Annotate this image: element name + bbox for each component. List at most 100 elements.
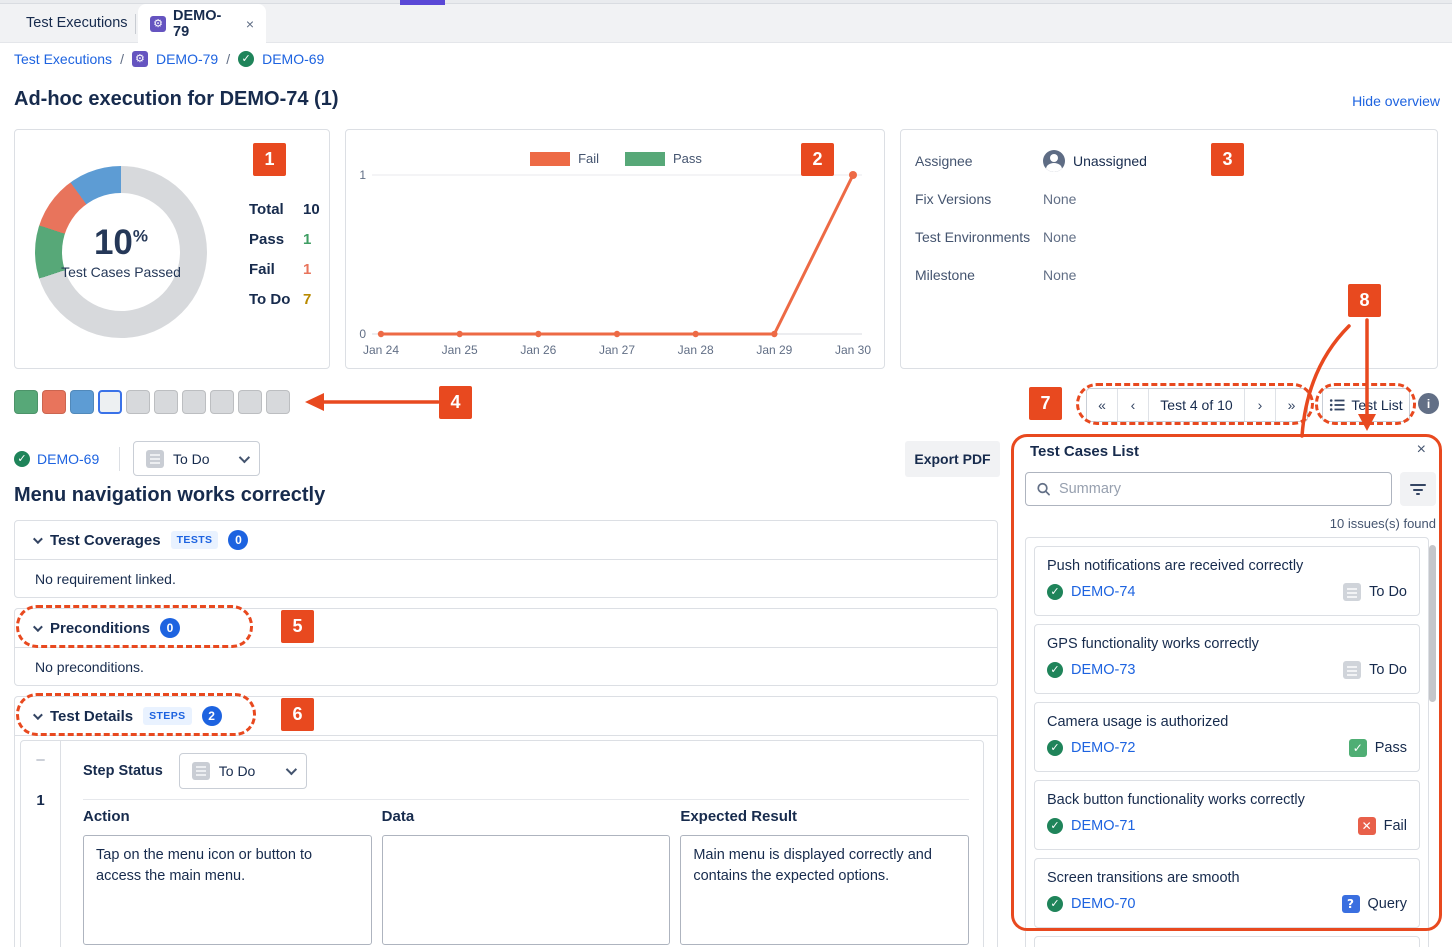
pass-swatch: [625, 151, 666, 166]
progress-square-todo[interactable]: [154, 390, 178, 414]
test-case-title: Menu navigation works smoothly: [1035, 937, 1419, 947]
action-text[interactable]: Tap on the menu icon or button to access…: [83, 835, 372, 945]
execution-key-link[interactable]: DEMO-69: [37, 451, 100, 467]
test-case-item[interactable]: Camera usage is authorized ✓ DEMO-72 ✓ Pass: [1034, 702, 1420, 772]
preconditions-header[interactable]: Preconditions 0: [15, 609, 997, 648]
trend-legend-label: Pass: [673, 151, 702, 166]
data-text[interactable]: [381, 835, 671, 945]
test-list-button[interactable]: Test List: [1322, 388, 1410, 422]
chevron-down-icon: [238, 451, 251, 463]
chevron-down-icon: [32, 709, 43, 720]
test-case-item[interactable]: Menu navigation works smoothly: [1034, 936, 1420, 947]
donut-legend-row: To Do 7: [249, 284, 320, 314]
chevron-down-icon: [32, 621, 43, 632]
test-case-key-link[interactable]: DEMO-73: [1071, 662, 1136, 678]
test-case-key-link[interactable]: DEMO-74: [1071, 584, 1136, 600]
status-label: Query: [1367, 896, 1408, 912]
progress-square-todo[interactable]: [182, 390, 206, 414]
todo-status-icon: [1343, 583, 1362, 601]
todo-status-icon: [191, 762, 210, 780]
next-test-button[interactable]: ›: [1245, 389, 1276, 421]
step-status-value: To Do: [218, 763, 256, 779]
close-icon[interactable]: ×: [1416, 441, 1426, 458]
info-icon[interactable]: i: [1418, 393, 1439, 414]
progress-square-query[interactable]: [70, 390, 94, 414]
details-row: Assignee Unassigned: [915, 142, 1415, 180]
details-value: None: [1043, 191, 1077, 207]
donut-legend: Total 10 Pass 1 Fail 1 To Do 7: [249, 194, 320, 314]
progress-square-todo[interactable]: [98, 390, 122, 414]
step-main: Step Status To Do Action Tap on the menu…: [61, 741, 983, 947]
progress-square-fail[interactable]: [42, 390, 66, 414]
test-case-item[interactable]: Back button functionality works correctl…: [1034, 780, 1420, 850]
scrollbar-thumb[interactable]: [1429, 545, 1436, 702]
progress-square-pass[interactable]: [14, 390, 38, 414]
test-details-header[interactable]: Test Details STEPS 2: [15, 697, 997, 736]
prev-test-button[interactable]: ‹: [1118, 389, 1149, 421]
last-test-button[interactable]: »: [1287, 397, 1296, 413]
execution-status-dropdown[interactable]: To Do: [133, 441, 260, 476]
test-icon: ✓: [1047, 662, 1063, 678]
empty-message: No preconditions.: [35, 659, 144, 675]
test-icon: ✓: [1047, 740, 1063, 756]
details-value: None: [1043, 267, 1077, 283]
hide-overview-link[interactable]: Hide overview: [1352, 93, 1440, 109]
first-test-button[interactable]: «: [1087, 389, 1118, 421]
expected-result-text[interactable]: Main menu is displayed correctly and con…: [680, 835, 969, 945]
step-status-row: Step Status To Do: [83, 751, 969, 791]
test-coverages-header[interactable]: Test Coverages TESTS 0: [15, 521, 997, 560]
count-badge: 2: [201, 706, 222, 726]
test-case-item[interactable]: Push notifications are received correctl…: [1034, 546, 1420, 616]
details-card: Assignee Unassigned Fix Versions None Test E…: [900, 129, 1438, 369]
step-columns: Action Tap on the menu icon or button to…: [83, 808, 969, 945]
legend-value: 7: [303, 290, 312, 308]
status-badge: ✕ Fail: [1357, 817, 1407, 835]
filter-icon: [1410, 484, 1426, 495]
details-row: Milestone None: [915, 256, 1415, 294]
expected-result-header: Expected Result: [680, 808, 798, 825]
test-icon: ✓: [1047, 584, 1063, 600]
breadcrumb-demo-79[interactable]: DEMO-79: [155, 51, 219, 67]
donut-legend-row: Fail 1: [249, 254, 320, 284]
breadcrumb-test-executions[interactable]: Test Executions: [14, 51, 113, 67]
test-case-key-link[interactable]: DEMO-70: [1071, 896, 1136, 912]
step-status-label: Step Status: [83, 763, 163, 779]
progress-square-todo[interactable]: [266, 390, 290, 414]
test-execution-icon: ⚙: [150, 15, 166, 32]
breadcrumb-separator: /: [226, 51, 231, 67]
progress-square-todo[interactable]: [126, 390, 150, 414]
tab-bar: Test Executions ⚙ DEMO-79 ×: [0, 4, 1452, 43]
search-input[interactable]: [1058, 481, 1381, 497]
test-case-title: Camera usage is authorized: [1047, 714, 1229, 730]
test-icon: ✓: [14, 451, 30, 467]
breadcrumb: Test Executions / ⚙ DEMO-79 / ✓ DEMO-69: [14, 51, 324, 67]
details-row: Fix Versions None: [915, 180, 1415, 218]
progress-squares: [14, 390, 290, 414]
tab-demo-79[interactable]: ⚙ DEMO-79 ×: [138, 4, 266, 43]
close-icon[interactable]: ×: [245, 15, 254, 32]
query-status-icon: ?: [1341, 895, 1360, 913]
progress-square-todo[interactable]: [210, 390, 234, 414]
donut-legend-row: Pass 1: [249, 224, 320, 254]
test-icon: ✓: [238, 51, 255, 67]
step-status-dropdown[interactable]: To Do: [178, 753, 307, 789]
breadcrumb-demo-69[interactable]: DEMO-69: [262, 51, 325, 67]
test-case-item[interactable]: GPS functionality works correctly ✓ DEMO-7…: [1034, 624, 1420, 694]
legend-label: To Do: [249, 290, 291, 308]
tab-label: DEMO-79: [173, 7, 222, 40]
preconditions-section: Preconditions 0 No preconditions.: [14, 608, 998, 686]
filter-button[interactable]: [1400, 472, 1436, 506]
annotation-callout-7: 7: [1029, 387, 1062, 420]
tab-test-executions[interactable]: Test Executions: [26, 15, 128, 31]
count-badge: 0: [160, 618, 181, 638]
legend-value: 1: [303, 260, 312, 278]
test-case-item[interactable]: Screen transitions are smooth ✓ DEMO-70? Qu…: [1034, 858, 1420, 928]
test-case-key-link[interactable]: DEMO-72: [1071, 740, 1136, 756]
export-pdf-button[interactable]: Export PDF: [905, 441, 1000, 477]
donut-hole: [62, 193, 180, 311]
collapse-step-icon[interactable]: –: [36, 751, 45, 768]
test-case-title: GPS functionality works correctly: [1047, 636, 1259, 652]
progress-square-todo[interactable]: [238, 390, 262, 414]
status-label: To Do: [1369, 584, 1407, 600]
test-case-key-link[interactable]: DEMO-71: [1071, 818, 1136, 834]
